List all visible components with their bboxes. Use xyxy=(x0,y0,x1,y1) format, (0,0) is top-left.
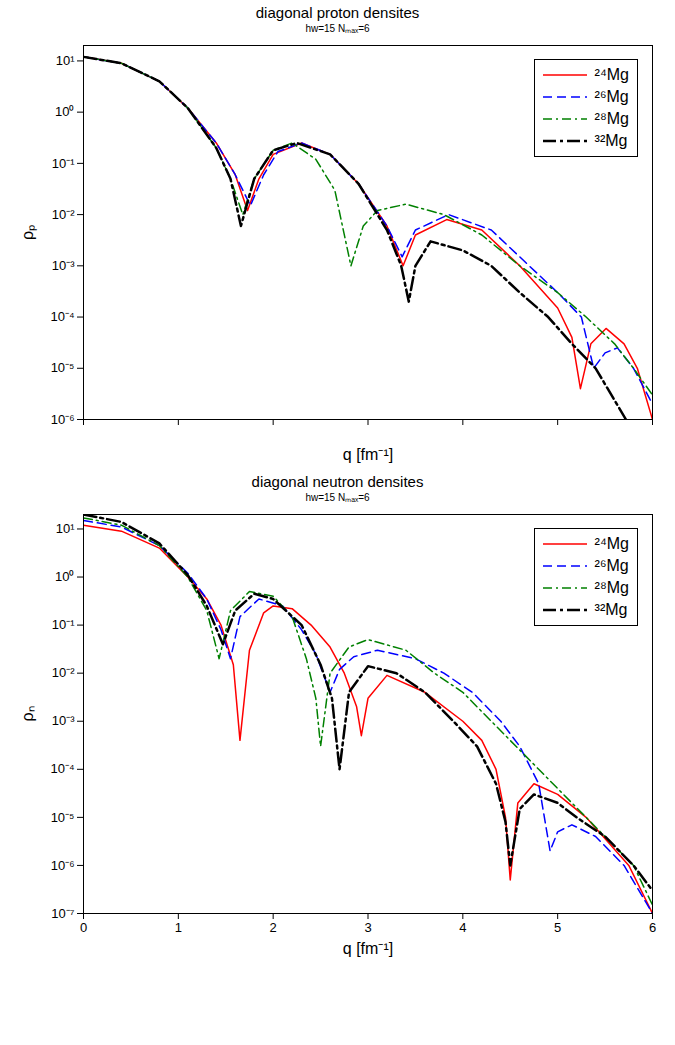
svg-text:0: 0 xyxy=(80,920,87,935)
svg-text:10⁰: 10⁰ xyxy=(55,569,74,584)
html-text:²⁸Mg: ²⁸Mg xyxy=(594,110,629,127)
html-text:diagonal proton densites: diagonal proton densites xyxy=(255,4,420,21)
svg-text:q [fm⁻¹]: q [fm⁻¹] xyxy=(343,446,393,463)
svg-text:10⁻⁶: 10⁻⁶ xyxy=(51,412,75,427)
svg-text:10⁻⁵: 10⁻⁵ xyxy=(51,810,75,825)
svg-text:10⁻¹: 10⁻¹ xyxy=(52,156,75,171)
svg-text:1: 1 xyxy=(175,920,182,935)
svg-text:q [fm⁻¹]: q [fm⁻¹] xyxy=(343,940,393,957)
svg-text:10⁻⁵: 10⁻⁵ xyxy=(51,360,75,375)
html-text:²⁸Mg: ²⁸Mg xyxy=(594,579,629,596)
svg-text:10⁻³: 10⁻³ xyxy=(52,258,75,273)
html-text:²⁶Mg: ²⁶Mg xyxy=(594,557,629,574)
html-text:²⁶Mg: ²⁶Mg xyxy=(594,88,629,105)
svg-text:ρₙ: ρₙ xyxy=(19,706,36,721)
html-text:²⁴Mg: ²⁴Mg xyxy=(594,66,629,83)
html-text:³²Mg: ³²Mg xyxy=(594,132,628,149)
svg-text:10⁻⁷: 10⁻⁷ xyxy=(51,906,74,921)
svg-text:10⁻⁴: 10⁻⁴ xyxy=(50,309,74,324)
svg-text:10¹: 10¹ xyxy=(56,521,75,536)
svg-text:10⁻²: 10⁻² xyxy=(52,207,75,222)
svg-text:4: 4 xyxy=(459,920,466,935)
svg-text:6: 6 xyxy=(649,920,656,935)
html-text:²⁴Mg: ²⁴Mg xyxy=(594,535,629,552)
svg-text:10⁻³: 10⁻³ xyxy=(52,713,75,728)
svg-text:10⁻⁶: 10⁻⁶ xyxy=(51,858,75,873)
svg-text:10⁻¹: 10⁻¹ xyxy=(52,617,75,632)
svg-text:2: 2 xyxy=(270,920,277,935)
html-text:hw=15 Nₘₐₓ=6: hw=15 Nₘₐₓ=6 xyxy=(305,492,370,503)
html-text:³²Mg: ³²Mg xyxy=(594,601,628,618)
html-text:diagonal neutron densites: diagonal neutron densites xyxy=(251,473,424,490)
svg-text:10⁻⁴: 10⁻⁴ xyxy=(50,761,74,776)
html-text:hw=15 Nₘₐₓ=6: hw=15 Nₘₐₓ=6 xyxy=(305,23,370,34)
svg-text:10¹: 10¹ xyxy=(56,53,75,68)
svg-text:3: 3 xyxy=(364,920,371,935)
svg-text:10⁰: 10⁰ xyxy=(55,104,74,119)
svg-text:5: 5 xyxy=(554,920,561,935)
svg-text:10⁻²: 10⁻² xyxy=(52,665,75,680)
svg-text:ρₚ: ρₚ xyxy=(19,225,37,240)
